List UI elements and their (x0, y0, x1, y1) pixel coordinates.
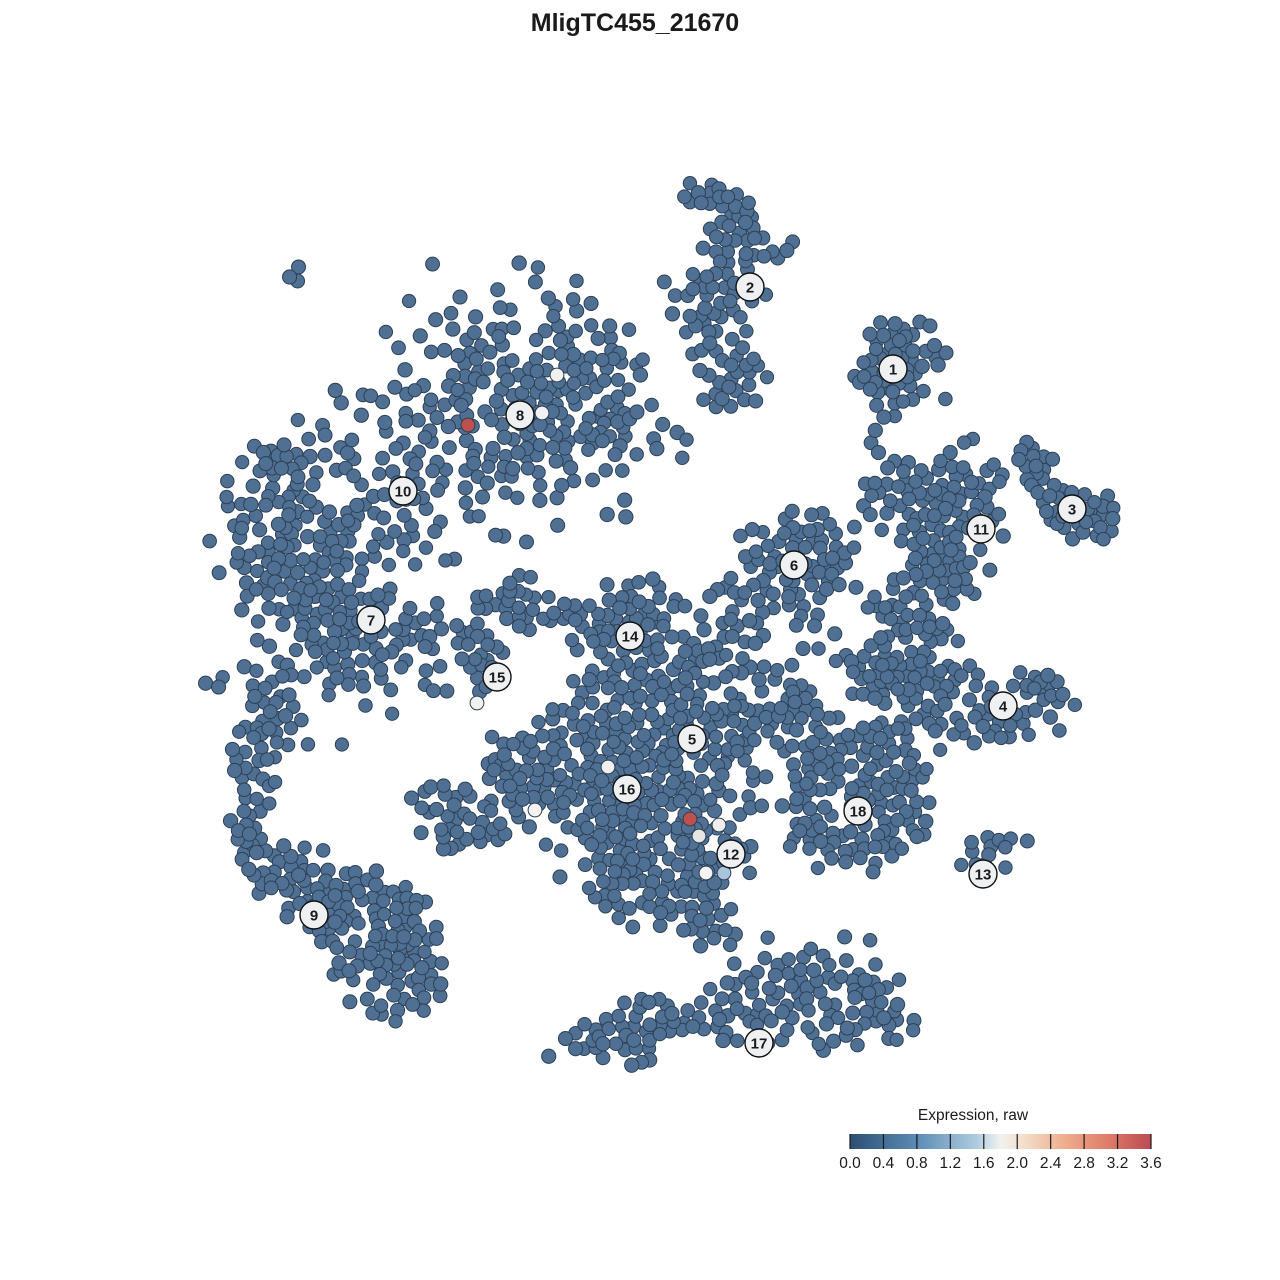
svg-text:1.2: 1.2 (940, 1155, 962, 1172)
svg-text:3: 3 (1068, 502, 1076, 519)
svg-text:13: 13 (975, 867, 992, 884)
svg-text:3.6: 3.6 (1140, 1155, 1162, 1172)
svg-text:18: 18 (850, 804, 867, 821)
svg-text:2.4: 2.4 (1040, 1155, 1062, 1172)
svg-text:14: 14 (622, 629, 639, 646)
svg-text:11: 11 (973, 522, 989, 539)
svg-text:10: 10 (395, 484, 412, 501)
svg-text:17: 17 (751, 1036, 768, 1053)
svg-text:1: 1 (889, 362, 897, 379)
svg-text:2: 2 (746, 280, 754, 297)
svg-text:15: 15 (489, 670, 506, 687)
svg-text:16: 16 (619, 782, 636, 799)
svg-text:2.0: 2.0 (1006, 1155, 1028, 1172)
svg-text:12: 12 (723, 847, 740, 864)
svg-text:5: 5 (688, 732, 696, 749)
svg-text:7: 7 (367, 613, 375, 630)
svg-text:Expression, raw: Expression, raw (918, 1107, 1029, 1124)
svg-text:0.4: 0.4 (873, 1155, 895, 1172)
svg-text:0.0: 0.0 (839, 1155, 861, 1172)
svg-text:4: 4 (999, 699, 1008, 716)
svg-text:6: 6 (790, 558, 798, 575)
svg-text:8: 8 (516, 408, 524, 425)
svg-text:3.2: 3.2 (1107, 1155, 1129, 1172)
svg-text:2.8: 2.8 (1073, 1155, 1095, 1172)
svg-text:9: 9 (310, 908, 318, 925)
svg-text:1.6: 1.6 (973, 1155, 995, 1172)
svg-text:0.8: 0.8 (906, 1155, 928, 1172)
